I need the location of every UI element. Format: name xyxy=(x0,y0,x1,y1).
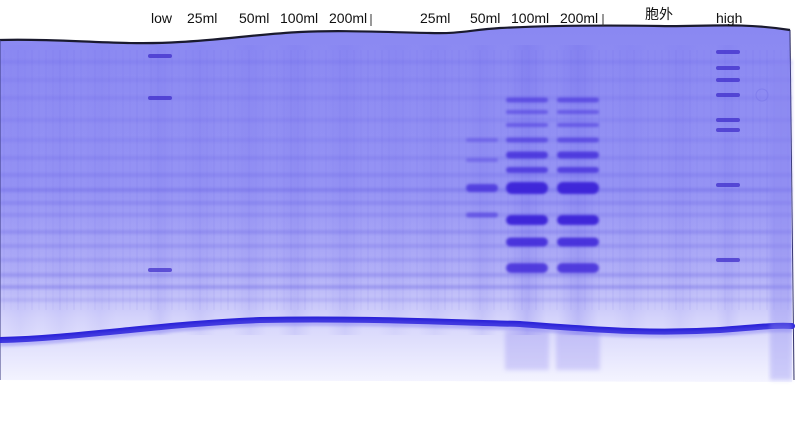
marker-band xyxy=(716,118,740,122)
induced-band xyxy=(557,167,599,173)
lane-label-50ml-set2: 50ml xyxy=(470,10,501,26)
induced-band xyxy=(466,212,498,218)
marker-band xyxy=(716,78,740,82)
background-band xyxy=(0,60,792,64)
marker-band xyxy=(716,66,740,70)
lane-label-100ml-set2: 100ml xyxy=(511,10,550,26)
marker-band xyxy=(716,128,740,132)
lane-smear xyxy=(505,330,549,370)
lane-label-200ml-set1: 200ml xyxy=(329,10,368,26)
lane-label-extracellular: 胞外 xyxy=(645,7,673,23)
induced-band xyxy=(557,263,599,273)
gel-top-edge xyxy=(0,24,791,45)
induced-band xyxy=(506,182,548,194)
induced-band xyxy=(557,182,599,194)
background-band xyxy=(0,213,792,217)
induced-band xyxy=(557,151,599,159)
lane-label-high: high xyxy=(716,10,743,26)
induced-band xyxy=(466,158,498,162)
lane-label-100ml-set1: 100ml xyxy=(280,10,319,26)
background-band xyxy=(0,201,792,205)
background-band xyxy=(0,244,792,248)
induced-band xyxy=(506,263,548,273)
background-band xyxy=(0,118,792,122)
marker-band xyxy=(716,183,740,187)
marker-band xyxy=(716,93,740,97)
protein-bands xyxy=(0,50,792,370)
dye-front-glow xyxy=(0,318,793,347)
induced-band xyxy=(557,123,599,127)
induced-band xyxy=(506,137,548,143)
background-band xyxy=(0,298,792,302)
marker-band xyxy=(148,268,172,272)
induced-band xyxy=(506,237,548,247)
background-band xyxy=(0,156,792,160)
marker-band xyxy=(716,258,740,262)
induced-band xyxy=(557,215,599,225)
marker-band xyxy=(148,54,172,58)
induced-band xyxy=(557,110,599,114)
right-edge-smear xyxy=(770,60,792,380)
lane-smear xyxy=(556,330,600,370)
background-band xyxy=(0,188,792,192)
background-band xyxy=(0,96,792,100)
induced-band xyxy=(506,151,548,159)
background-band xyxy=(0,173,792,177)
background-band xyxy=(0,285,792,289)
background-band xyxy=(0,138,792,142)
background-band xyxy=(0,230,792,234)
marker-band xyxy=(148,96,172,100)
lane-label-25ml-set1: 25ml xyxy=(187,10,218,26)
induced-band xyxy=(466,138,498,142)
induced-band xyxy=(557,97,599,103)
induced-band xyxy=(466,184,498,192)
induced-band xyxy=(506,123,548,127)
marker-band xyxy=(716,50,740,54)
marker-dot xyxy=(755,88,769,102)
induced-band xyxy=(557,237,599,247)
induced-band xyxy=(557,137,599,143)
induced-band xyxy=(506,97,548,103)
background-band xyxy=(0,78,792,82)
induced-band xyxy=(506,167,548,173)
lane-label-25ml-set2: 25ml xyxy=(420,10,451,26)
induced-band xyxy=(506,215,548,225)
background-band xyxy=(0,273,792,277)
lane-label-50ml-set1: 50ml xyxy=(239,10,270,26)
induced-band xyxy=(506,110,548,114)
background-band xyxy=(0,258,792,262)
lane-label-low: low xyxy=(151,10,173,26)
lane-label-200ml-set2: 200ml xyxy=(560,10,599,26)
